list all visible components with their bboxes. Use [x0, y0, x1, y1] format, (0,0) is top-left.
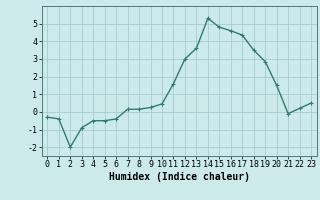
X-axis label: Humidex (Indice chaleur): Humidex (Indice chaleur)	[109, 172, 250, 182]
